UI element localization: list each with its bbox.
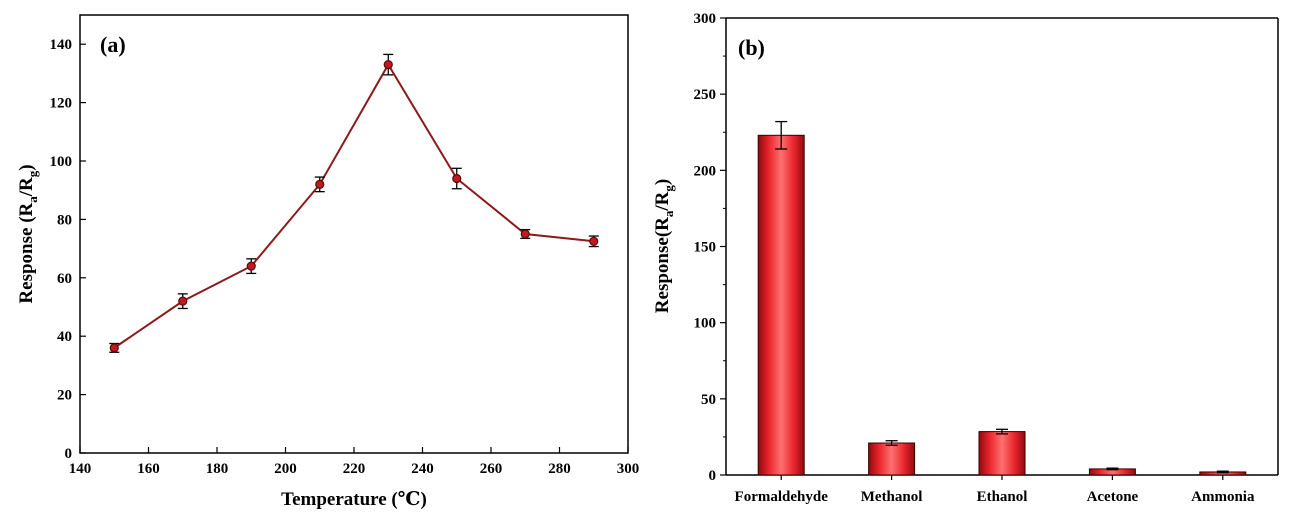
chart-b-y-tick-label: 50 bbox=[701, 392, 716, 408]
chart-b-panel-label: (b) bbox=[738, 35, 765, 60]
chart-a-x-tick-label: 220 bbox=[343, 461, 366, 477]
chart-a-y-ticks: 0 20 40 60 80 100 120 140 bbox=[50, 37, 86, 462]
chart-a-x-tick-label: 180 bbox=[206, 461, 229, 477]
chart-a-y-tick-label: 20 bbox=[57, 388, 72, 404]
chart-b-y-tick-label: 300 bbox=[694, 11, 717, 27]
chart-b-y-tick-label: 250 bbox=[694, 87, 717, 103]
chart-a-ylabel: Response (Ra/Rg) bbox=[16, 164, 40, 303]
chart-a-y-tick-label: 140 bbox=[50, 37, 73, 53]
chart-a-x-ticks: 140 160 180 200 220 240 260 280 300 bbox=[69, 447, 640, 477]
chart-b-y-tick-label: 150 bbox=[694, 240, 717, 256]
chart-b-y-tick-label: 100 bbox=[694, 316, 717, 332]
chart-a-y-tick-label: 100 bbox=[50, 154, 73, 170]
chart-b-y-tick-label: 200 bbox=[694, 163, 717, 179]
chart-b-y-tick-label: 0 bbox=[709, 468, 717, 484]
chart-a-frame bbox=[79, 14, 629, 454]
chart-a-point bbox=[383, 60, 393, 70]
chart-a-point bbox=[589, 236, 599, 246]
chart-a-x-tick-label: 200 bbox=[274, 461, 297, 477]
chart-b-category-label: Ammonia bbox=[1191, 489, 1255, 505]
chart-b-bar bbox=[868, 442, 916, 476]
chart-a-y-tick-label: 0 bbox=[65, 446, 73, 462]
chart-b-category-label: Ethanol bbox=[977, 489, 1028, 505]
chart-a-y-tick-label: 40 bbox=[57, 329, 72, 345]
chart-b-categories: Formaldehyde Methanol Ethanol Acetone Ammoni… bbox=[735, 475, 1255, 505]
chart-a-y-tick-label: 60 bbox=[57, 271, 72, 287]
chart-a-point bbox=[452, 173, 462, 184]
chart-a-point bbox=[246, 261, 256, 271]
chart-b-y-ticks: 0 50 100 150 200 250 300 bbox=[694, 11, 726, 484]
chart-b-bar bbox=[978, 431, 1026, 476]
chart-a-panel-label: (a) bbox=[100, 32, 126, 57]
chart-a-y-tick-label: 120 bbox=[50, 96, 73, 112]
chart-a-point bbox=[178, 296, 188, 306]
chart-a-y-tick-label: 80 bbox=[57, 212, 72, 228]
chart-b-category-label: Methanol bbox=[861, 489, 923, 505]
chart-b-bar bbox=[757, 134, 805, 476]
chart-a-series-line bbox=[113, 62, 594, 349]
chart-a-x-tick-label: 240 bbox=[411, 461, 434, 477]
chart-b-category-label: Acetone bbox=[1087, 489, 1139, 505]
chart-a-x-tick-label: 140 bbox=[69, 461, 92, 477]
chart-a-point bbox=[520, 229, 530, 239]
chart-a-x-tick-label: 280 bbox=[548, 461, 571, 477]
chart-b-ylabel: Response(Ra/Rg) bbox=[652, 179, 676, 313]
chart-a-x-tick-label: 300 bbox=[617, 461, 640, 477]
chart-a-xlabel: Temperature (℃) bbox=[281, 489, 427, 510]
chart-b: (b) Response(Ra/Rg) 0 50 100 150 200 250 300 F… bbox=[652, 11, 1279, 505]
chart-a: (a) Temperature (℃) Response (Ra/Rg) 140… bbox=[16, 14, 640, 510]
chart-a-x-tick-label: 160 bbox=[137, 461, 160, 477]
chart-b-bars bbox=[757, 120, 1247, 476]
chart-a-series bbox=[109, 53, 599, 353]
chart-a-point bbox=[109, 343, 119, 353]
chart-b-category-label: Formaldehyde bbox=[735, 489, 829, 505]
chart-a-x-tick-label: 260 bbox=[480, 461, 503, 477]
chart-a-point bbox=[315, 179, 325, 189]
